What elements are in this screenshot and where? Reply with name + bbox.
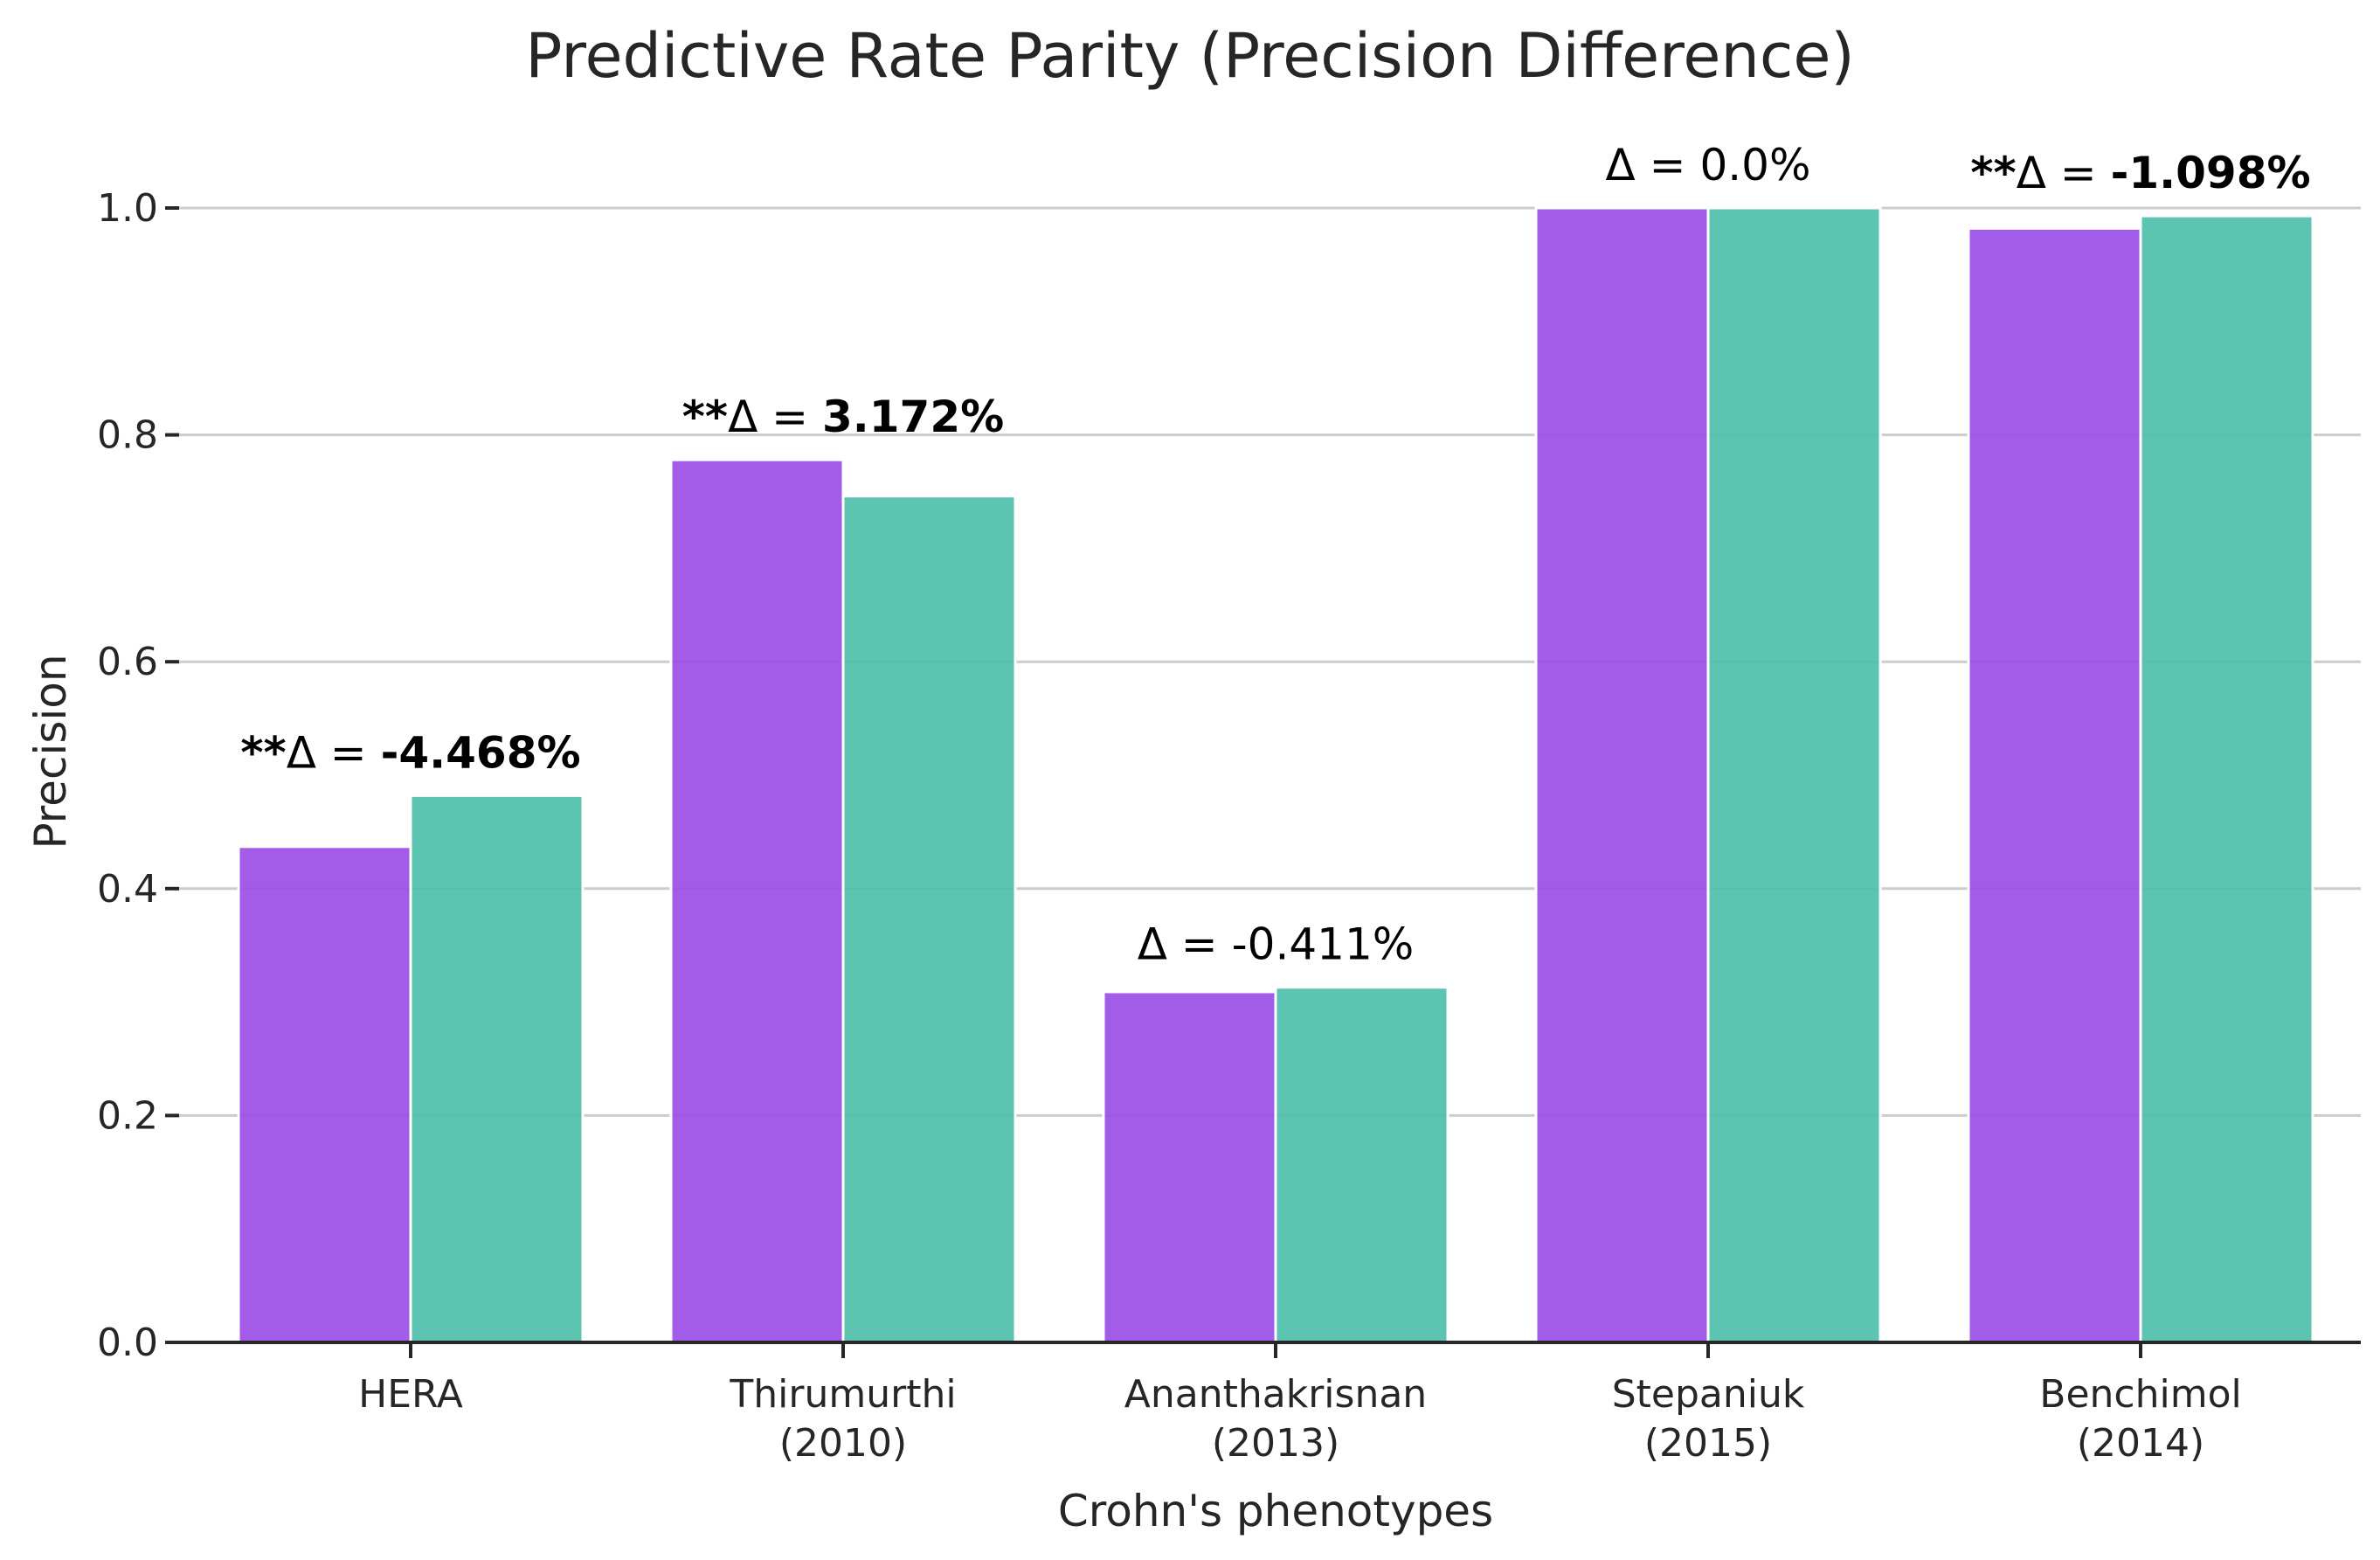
delta-eq: = xyxy=(1636,140,1700,191)
delta-annotation: Δ = 0.0% xyxy=(1606,140,1811,191)
delta-annotation: **Δ = 3.172% xyxy=(682,392,1004,442)
delta-symbol: Δ xyxy=(728,392,758,442)
delta-value: -0.411% xyxy=(1232,919,1415,970)
delta-eq: = xyxy=(758,392,822,442)
y-axis-label: Precision xyxy=(25,654,76,849)
delta-prefix: ** xyxy=(1970,148,2016,198)
y-tick-label: 0.8 xyxy=(97,413,158,458)
delta-value: -1.098% xyxy=(2111,148,2311,198)
delta-annotation: **Δ = -4.468% xyxy=(240,727,580,778)
bar-series-1-0 xyxy=(239,847,411,1342)
delta-prefix: ** xyxy=(240,727,286,778)
x-tick-label: HERA xyxy=(358,1372,463,1417)
y-axis-ticks: 0.0 0.2 0.4 0.6 0.8 1.0 xyxy=(97,186,179,1365)
bar-series-1-1 xyxy=(671,460,843,1342)
delta-symbol: Δ xyxy=(287,727,316,778)
delta-value: 3.172% xyxy=(822,392,1004,442)
bar-series-2-4 xyxy=(2141,216,2313,1342)
delta-annotation: **Δ = -1.098% xyxy=(1970,148,2310,198)
delta-prefix: ** xyxy=(682,392,728,442)
x-tick-label: (2013) xyxy=(1212,1421,1339,1466)
chart-title: Predictive Rate Parity (Precision Differ… xyxy=(525,20,1854,92)
bar-series-1-4 xyxy=(1968,228,2141,1342)
x-axis-label: Crohn's phenotypes xyxy=(1058,1486,1493,1536)
x-tick-label: (2015) xyxy=(1644,1421,1772,1466)
x-tick-label: Benchimol xyxy=(2039,1372,2241,1417)
delta-eq: = xyxy=(316,727,381,778)
delta-eq: = xyxy=(1167,919,1232,970)
x-tick-label: (2010) xyxy=(779,1421,907,1466)
x-axis-ticks: HERA Thirumurthi(2010) Ananthakrisnan(2013… xyxy=(358,1342,2242,1466)
delta-value: 0.0% xyxy=(1699,140,1810,191)
delta-eq: = xyxy=(2046,148,2111,198)
y-tick-label: 0.6 xyxy=(97,640,158,684)
x-tick-label: Thirumurthi xyxy=(729,1372,956,1417)
bar-series-1-3 xyxy=(1536,208,1708,1342)
bar-series-2-2 xyxy=(1276,988,1448,1342)
delta-annotation: Δ = -0.411% xyxy=(1138,919,1415,970)
y-tick-label: 1.0 xyxy=(97,186,158,231)
x-tick-label: Ananthakrisnan xyxy=(1124,1372,1427,1417)
x-tick-label: (2014) xyxy=(2077,1421,2204,1466)
bar-series-2-3 xyxy=(1708,208,1880,1342)
bar-series-1-2 xyxy=(1104,992,1276,1342)
delta-value: -4.468% xyxy=(381,727,581,778)
delta-symbol: Δ xyxy=(2017,148,2046,198)
bar-series-2-1 xyxy=(843,496,1015,1342)
delta-symbol: Δ xyxy=(1138,919,1167,970)
bar-series-2-0 xyxy=(411,795,583,1342)
y-tick-label: 0.2 xyxy=(97,1093,158,1138)
y-tick-label: 0.4 xyxy=(97,867,158,912)
y-tick-label: 0.0 xyxy=(97,1321,158,1365)
delta-symbol: Δ xyxy=(1606,140,1636,191)
x-tick-label: Stepaniuk xyxy=(1612,1372,1805,1417)
